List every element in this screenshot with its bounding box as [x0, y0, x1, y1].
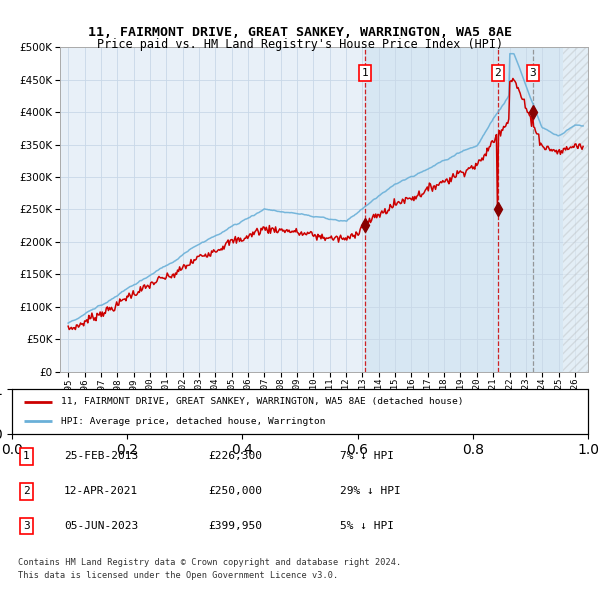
Text: 1: 1	[361, 68, 368, 78]
Text: 12-APR-2021: 12-APR-2021	[64, 486, 138, 496]
Text: 05-JUN-2023: 05-JUN-2023	[64, 521, 138, 531]
Bar	[365, 47, 588, 372]
Bar	[563, 47, 588, 372]
Text: 2: 2	[494, 68, 501, 78]
Text: 7% ↓ HPI: 7% ↓ HPI	[340, 451, 394, 461]
Text: This data is licensed under the Open Government Licence v3.0.: This data is licensed under the Open Gov…	[18, 571, 338, 579]
Text: Price paid vs. HM Land Registry's House Price Index (HPI): Price paid vs. HM Land Registry's House …	[97, 38, 503, 51]
Text: £226,300: £226,300	[208, 451, 262, 461]
Text: 11, FAIRMONT DRIVE, GREAT SANKEY, WARRINGTON, WA5 8AE (detached house): 11, FAIRMONT DRIVE, GREAT SANKEY, WARRIN…	[61, 397, 463, 407]
Text: 25-FEB-2013: 25-FEB-2013	[64, 451, 138, 461]
Text: 3: 3	[23, 521, 30, 531]
Text: 29% ↓ HPI: 29% ↓ HPI	[340, 486, 401, 496]
Text: 3: 3	[530, 68, 536, 78]
Text: 1: 1	[23, 451, 30, 461]
Text: HPI: Average price, detached house, Warrington: HPI: Average price, detached house, Warr…	[61, 417, 325, 426]
Text: £399,950: £399,950	[208, 521, 262, 531]
Text: £250,000: £250,000	[208, 486, 262, 496]
Text: 11, FAIRMONT DRIVE, GREAT SANKEY, WARRINGTON, WA5 8AE: 11, FAIRMONT DRIVE, GREAT SANKEY, WARRIN…	[88, 26, 512, 39]
Text: 5% ↓ HPI: 5% ↓ HPI	[340, 521, 394, 531]
Text: Contains HM Land Registry data © Crown copyright and database right 2024.: Contains HM Land Registry data © Crown c…	[18, 558, 401, 566]
Text: 2: 2	[23, 486, 30, 496]
